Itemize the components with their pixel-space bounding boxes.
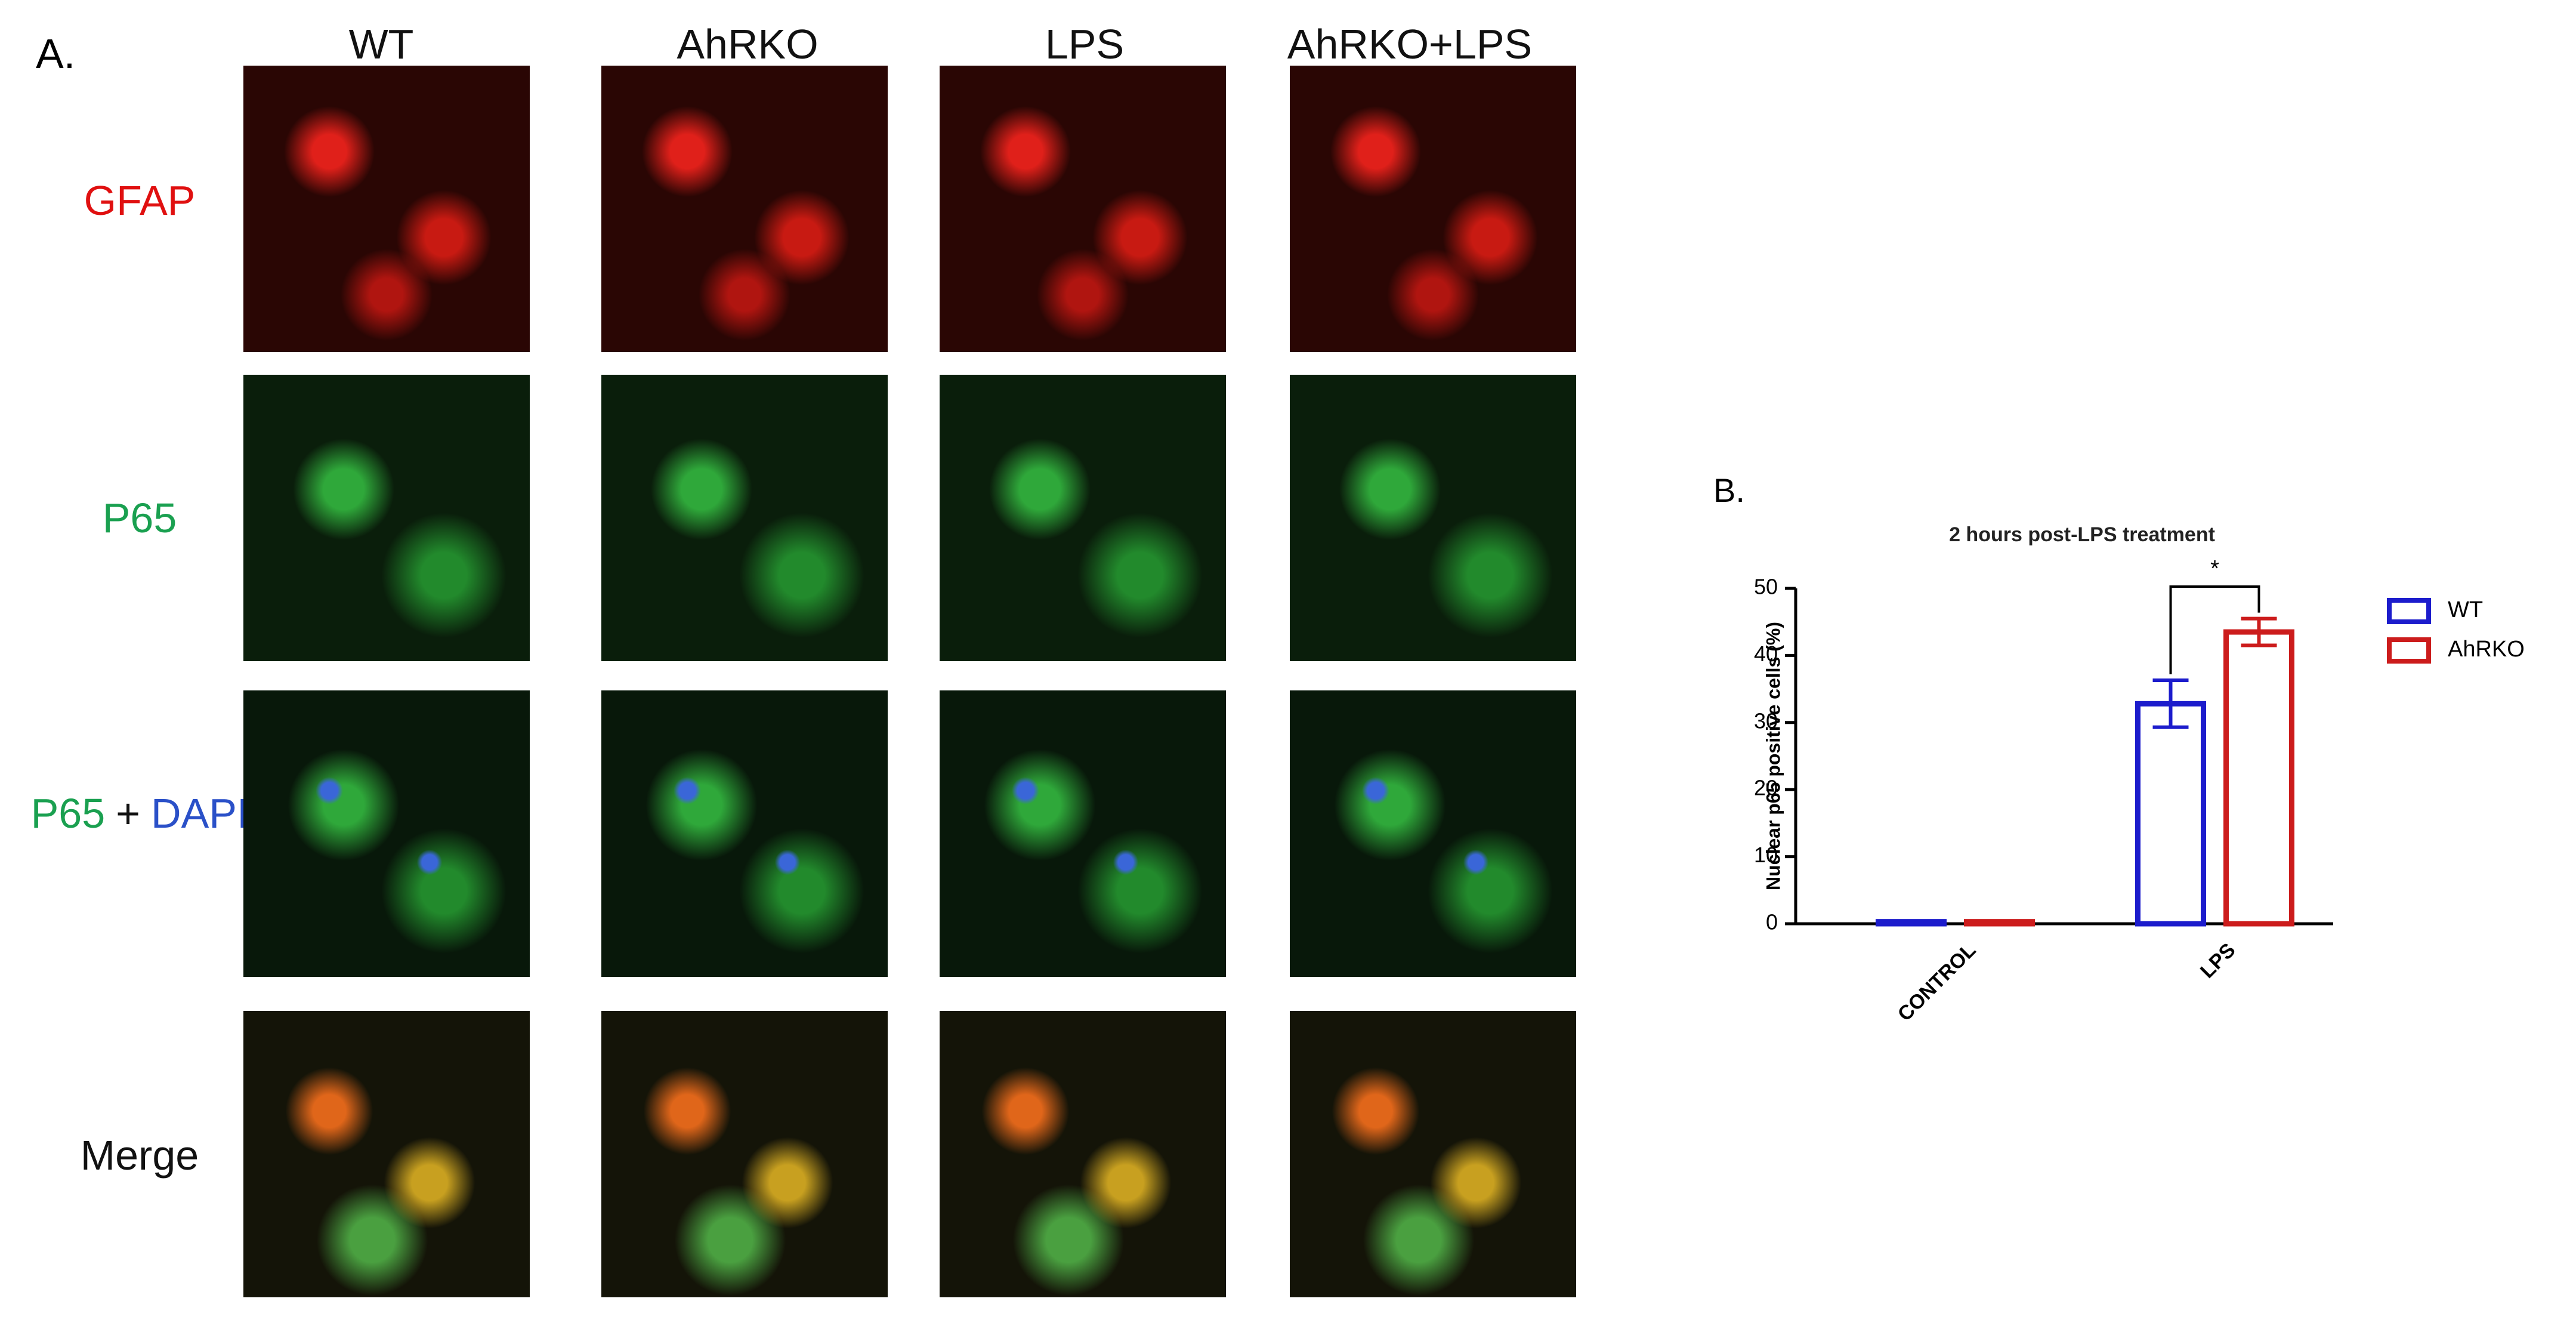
row-label: P65 (103, 494, 177, 542)
bar (1964, 919, 2035, 927)
y-tick-label: 30 (1754, 708, 1778, 733)
row-label: GFAP (84, 177, 196, 224)
bar (2223, 629, 2294, 927)
row-label-part: Merge (80, 1132, 199, 1179)
error-bar (2152, 678, 2189, 729)
column-header: WT (348, 21, 414, 67)
micrograph (243, 690, 530, 977)
row-label-part: P65 (30, 790, 106, 837)
micrograph (243, 1011, 530, 1297)
y-tick-label: 40 (1754, 641, 1778, 666)
error-bar (2241, 616, 2277, 647)
micrograph (601, 1011, 888, 1297)
bar (1876, 919, 1947, 927)
y-tick-label: 50 (1754, 575, 1778, 599)
micrograph (601, 375, 888, 661)
micrograph (1290, 375, 1576, 661)
row-label-part: GFAP (84, 177, 196, 224)
column-header: AhRKO (677, 21, 818, 67)
y-tick-label: 10 (1754, 843, 1778, 867)
significance-bracket (2169, 585, 2260, 674)
row-label: Merge (81, 1131, 199, 1179)
x-tick-label: CONTROL (1894, 939, 1981, 1026)
micrograph (1290, 690, 1576, 977)
micrograph (601, 690, 888, 977)
x-tick-label: LPS (2196, 939, 2240, 983)
micrograph (1290, 1011, 1576, 1297)
legend-label: WT (2448, 597, 2483, 622)
micrograph (940, 690, 1226, 977)
row-label: P65 + DAPI (31, 789, 249, 837)
column-header: AhRKO+LPS (1287, 21, 1533, 67)
bar (2135, 701, 2206, 927)
row-label-part: P65 (102, 495, 177, 541)
y-axis-label: Nuclear p65 positive cells (%) (1762, 622, 1784, 890)
panel-label: B. (1713, 471, 1745, 509)
y-tick-label: 0 (1766, 910, 1778, 934)
column-header: LPS (1045, 21, 1125, 67)
y-tick-label: 20 (1754, 776, 1778, 800)
legend-label: AhRKO (2448, 637, 2525, 662)
micrograph (243, 66, 530, 352)
row-label-part: DAPI (151, 790, 249, 837)
micrograph (940, 1011, 1226, 1297)
micrograph (1290, 66, 1576, 352)
micrograph (601, 66, 888, 352)
row-label-part: + (116, 790, 141, 837)
legend-swatch (2387, 598, 2431, 624)
annotation: * (2210, 556, 2219, 581)
micrograph (243, 375, 530, 661)
panel-label: A. (36, 30, 76, 77)
chart-title: 2 hours post-LPS treatment (1949, 523, 2215, 546)
legend-swatch (2387, 637, 2431, 664)
micrograph (940, 66, 1226, 352)
micrograph (940, 375, 1226, 661)
